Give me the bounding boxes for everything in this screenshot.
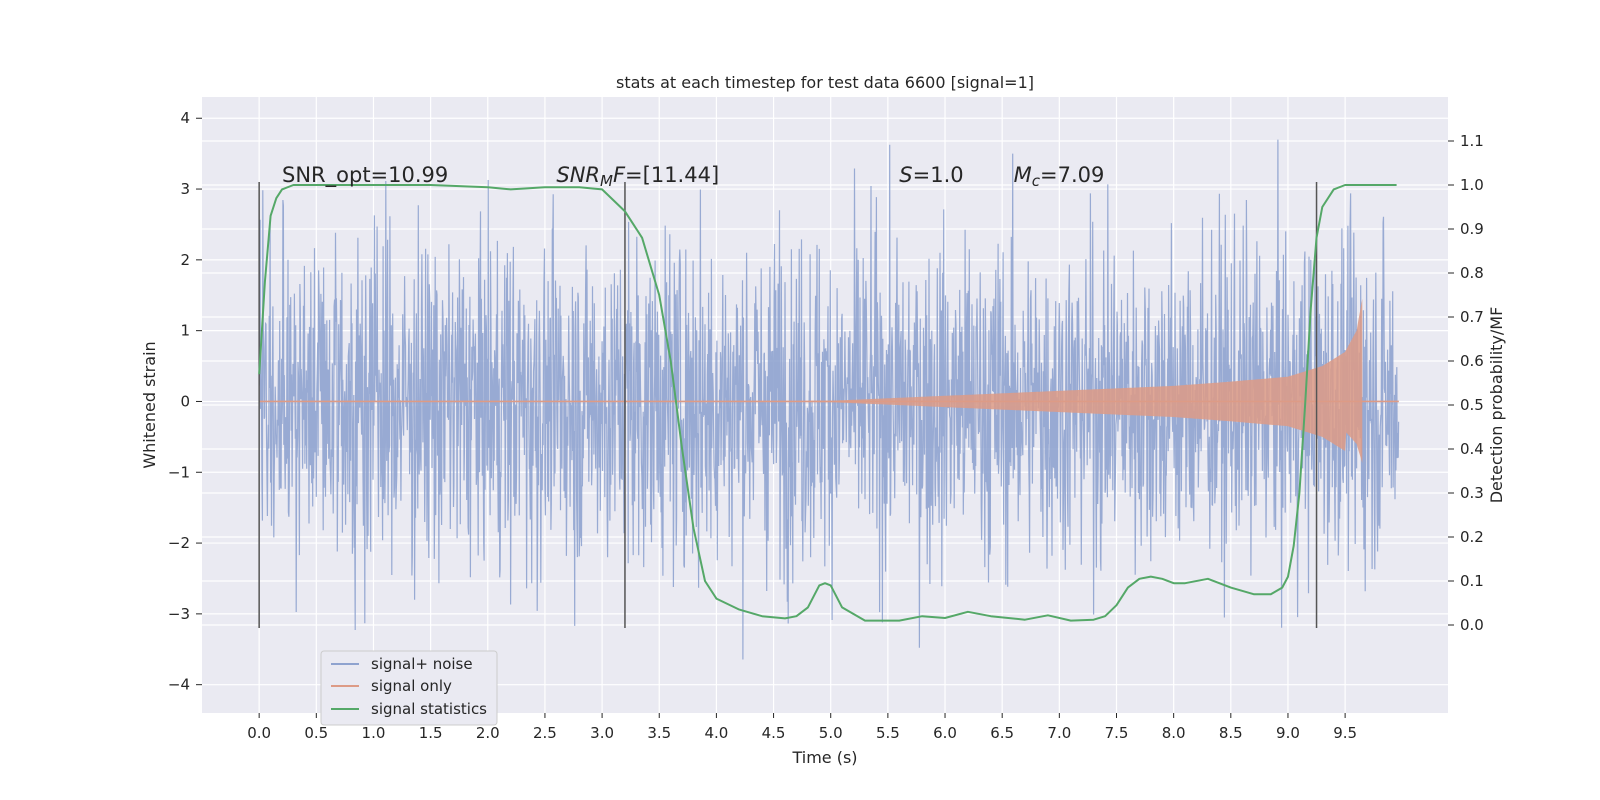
y-tick-label: −3: [168, 605, 190, 623]
y2-tick-label: 0.8: [1460, 264, 1484, 282]
annotation: SNRMF=[11.44]: [556, 163, 719, 190]
y-tick-label: 3: [180, 180, 190, 198]
y-tick-label: 2: [180, 251, 190, 269]
y-tick-label: −1: [168, 463, 190, 481]
x-tick-label: 1.0: [362, 724, 386, 742]
x-tick-label: 7.0: [1047, 724, 1071, 742]
x-tick-label: 7.5: [1105, 724, 1129, 742]
y2-tick-label: 0.6: [1460, 352, 1484, 370]
x-tick-label: 2.0: [476, 724, 500, 742]
y-axis-ticks: 4 3 2 1 0 −1 −2 −3 −4: [168, 109, 202, 694]
annotations: SNR_opt=10.99 SNRMF=[11.44] S=1.0 Mc=7.09: [282, 163, 1104, 190]
y-tick-label: −2: [168, 534, 190, 552]
legend-box: [320, 650, 498, 726]
signal-statistics-line: [258, 184, 1397, 622]
x-tick-label: 0.5: [304, 724, 328, 742]
y2-tick-label: 0.1: [1460, 572, 1484, 590]
x-tick-label: 9.0: [1276, 724, 1300, 742]
x-tick-label: 5.5: [876, 724, 900, 742]
chart-title: stats at each timestep for test data 660…: [616, 73, 1034, 92]
x-axis-label: Time (s): [791, 748, 857, 767]
x-tick-label: 9.5: [1333, 724, 1357, 742]
y2-tick-label: 0.3: [1460, 484, 1484, 502]
x-axis-ticks: 0.0 0.5 1.0 1.5 2.0 2.5 3.0 3.5 4.0 4.5 5.0 5.5 6.0 6…: [247, 713, 1357, 742]
x-tick-label: 3.5: [647, 724, 671, 742]
series-signal-only: [259, 298, 1399, 464]
y-tick-label: 4: [180, 109, 190, 127]
y2-tick-label: 0.2: [1460, 528, 1484, 546]
y2-tick-label: 1.1: [1460, 132, 1484, 150]
y-tick-label: 0: [180, 392, 190, 410]
vertical-markers: [258, 181, 1318, 629]
x-tick-label: 6.0: [933, 724, 957, 742]
signal-noise-line: [258, 139, 1400, 660]
legend-label-signal-noise: signal+ noise: [371, 655, 473, 673]
x-tick-label: 6.5: [990, 724, 1014, 742]
x-tick-label: 8.0: [1162, 724, 1186, 742]
legend-label-signal-only: signal only: [371, 677, 452, 695]
series-signal-noise: [258, 139, 1400, 660]
x-tick-label: 1.5: [419, 724, 443, 742]
series-signal-statistics: [258, 184, 1397, 622]
signal-only-envelope: [807, 298, 1363, 464]
x-tick-label: 4.0: [704, 724, 728, 742]
legend: signal+ noise signal only signal statist…: [320, 650, 498, 726]
annotation: SNR_opt=10.99: [282, 163, 448, 188]
y2-axis-label: Detection probability/MF: [1487, 307, 1506, 504]
y2-tick-label: 1.0: [1460, 176, 1484, 194]
y2-tick-label: 0.0: [1460, 616, 1484, 634]
y-tick-label: 1: [180, 322, 190, 340]
y2-tick-label: 0.4: [1460, 440, 1484, 458]
y2-axis-ticks: 1.1 1.0 0.9 0.8 0.7 0.6 0.5 0.4 0.3 0.2 0.1 0.0: [1448, 132, 1484, 634]
y2-tick-label: 0.7: [1460, 308, 1484, 326]
x-tick-label: 8.5: [1219, 724, 1243, 742]
annotation: S=1.0: [899, 163, 963, 187]
x-tick-label: 0.0: [247, 724, 271, 742]
x-tick-label: 5.0: [819, 724, 843, 742]
legend-label-signal-statistics: signal statistics: [371, 700, 487, 718]
y-tick-label: −4: [168, 676, 190, 694]
y-axis-label: Whitened strain: [140, 341, 159, 468]
x-tick-label: 4.5: [762, 724, 786, 742]
annotation: Mc=7.09: [1014, 163, 1105, 190]
x-tick-label: 2.5: [533, 724, 557, 742]
y2-tick-label: 0.5: [1460, 396, 1484, 414]
y2-tick-label: 0.9: [1460, 220, 1484, 238]
x-tick-label: 3.0: [590, 724, 614, 742]
